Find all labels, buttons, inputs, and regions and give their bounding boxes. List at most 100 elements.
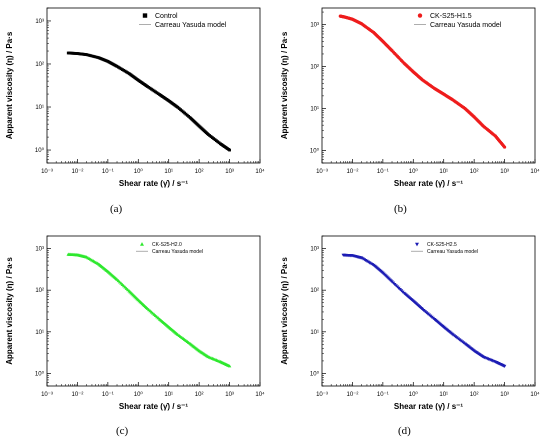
x-tick-label-b-4: 10¹ <box>439 169 448 175</box>
x-tick-label-a-2: 10⁻¹ <box>102 169 114 175</box>
y-tick-label-b-0: 10⁰ <box>310 147 320 154</box>
data-point-d <box>369 262 373 266</box>
panel-label-c: (c) <box>116 425 129 437</box>
x-tick-label-b-3: 10⁰ <box>409 168 419 175</box>
legend-label-d-1: Carreau Yasuda model <box>427 249 478 255</box>
series-c-0 <box>66 252 232 368</box>
x-tick-label-c-5: 10² <box>195 392 204 398</box>
x-tick-label-c-6: 10³ <box>225 392 234 398</box>
legend-label-c-0: CK-S25-H2.0 <box>152 242 182 248</box>
x-tick-label-a-3: 10⁰ <box>134 168 144 175</box>
chart-a-svg: 10⁻³ 10⁻² 10⁻¹ 10⁰ 10¹ 10² 10³ 10⁴ 10⁰ 10¹ 10² 10³ S… <box>5 7 265 188</box>
y-tick-label-a-1: 10¹ <box>35 105 44 111</box>
y-tick-label-a-2: 10² <box>35 62 44 68</box>
x-tick-label-a-0: 10⁻³ <box>41 169 53 175</box>
x-tick-label-c-4: 10¹ <box>164 392 173 398</box>
y-tick-label-d-3: 10³ <box>310 247 319 253</box>
x-axis-label-b: Shear rate (γ̇) / s⁻¹ <box>394 179 463 188</box>
x-tick-label-d-6: 10³ <box>500 392 509 398</box>
chart-panel-b: 10⁻³ 10⁻² 10⁻¹ 10⁰ 10¹ 10² 10³ 10⁴ 10⁰ 10¹ 10² 10³ S… <box>275 0 550 200</box>
y-axis-label-c: Apparent viscosity (η) / Pa·s <box>5 257 14 365</box>
y-tick-label-d-0: 10⁰ <box>310 370 320 377</box>
x-tick-label-c-3: 10⁰ <box>134 391 144 398</box>
y-axis-label-b: Apparent viscosity (η) / Pa·s <box>280 31 289 139</box>
data-point-d <box>367 261 372 265</box>
panel-label-b: (b) <box>394 203 407 215</box>
plot-frame-c <box>46 235 261 387</box>
x-tick-label-d-0: 10⁻³ <box>316 392 328 398</box>
y-tick-label-c-2: 10² <box>35 288 44 294</box>
data-point-a <box>228 148 231 152</box>
legend-label-c-1: Carreau Yasuda model <box>152 249 203 255</box>
x-tick-label-a-6: 10³ <box>225 169 234 175</box>
data-point-b <box>502 145 507 149</box>
x-tick-label-d-1: 10⁻² <box>347 392 359 398</box>
data-point-d <box>365 259 369 263</box>
x-tick-label-a-5: 10² <box>195 169 204 175</box>
chart-c-svg: 10⁻³ 10⁻² 10⁻¹ 10⁰ 10¹ 10² 10³ 10⁴ 10⁰ 10¹ 10² 10³ S… <box>5 235 265 411</box>
chart-panel-a: 10⁻³ 10⁻² 10⁻¹ 10⁰ 10¹ 10² 10³ 10⁴ 10⁰ 10¹ 10² 10³ S… <box>0 0 275 200</box>
x-tick-label-d-7: 10⁴ <box>530 391 540 398</box>
y-tick-label-b-3: 10³ <box>310 23 319 29</box>
data-point-d <box>366 260 371 264</box>
series-b-0 <box>338 14 507 149</box>
legend-label-a-1: Carreau Yasuda model <box>155 22 227 29</box>
panel-label-a: (a) <box>110 203 123 215</box>
legend-label-d-0: CK-S25-H2.5 <box>427 242 457 248</box>
chart-b-svg: 10⁻³ 10⁻² 10⁻¹ 10⁰ 10¹ 10² 10³ 10⁴ 10⁰ 10¹ 10² 10³ S… <box>280 7 540 188</box>
legend-label-b-0: CK-S25-H1.5 <box>430 13 472 20</box>
series-a-0 <box>66 51 231 152</box>
chart-d-svg: 10⁻³ 10⁻² 10⁻¹ 10⁰ 10¹ 10² 10³ 10⁴ 10⁰ 10¹ 10² 10³ S… <box>280 235 540 411</box>
y-axis-label-d: Apparent viscosity (η) / Pa·s <box>280 257 289 365</box>
x-tick-label-d-5: 10² <box>470 392 479 398</box>
data-point-d <box>363 258 368 263</box>
y-axis-label-a: Apparent viscosity (η) / Pa·s <box>5 31 14 139</box>
series-d-0 <box>341 253 507 369</box>
panel-label-d: (d) <box>398 425 411 437</box>
data-point-d <box>502 364 507 369</box>
x-tick-label-a-7: 10⁴ <box>255 168 265 175</box>
x-tick-label-b-0: 10⁻³ <box>316 169 328 175</box>
y-tick-label-b-1: 10¹ <box>310 106 319 112</box>
chart-panel-d: 10⁻³ 10⁻² 10⁻¹ 10⁰ 10¹ 10² 10³ 10⁴ 10⁰ 10¹ 10² 10³ S… <box>275 227 550 420</box>
x-tick-label-d-4: 10¹ <box>439 392 448 398</box>
data-point-d <box>359 256 364 260</box>
y-tick-label-a-3: 10³ <box>35 19 44 25</box>
x-tick-label-b-1: 10⁻² <box>347 169 359 175</box>
y-tick-label-d-1: 10¹ <box>310 330 319 336</box>
x-tick-label-b-5: 10² <box>470 169 479 175</box>
x-axis-label-d: Shear rate (γ̇) / s⁻¹ <box>394 402 463 411</box>
x-axis-label-c: Shear rate (γ̇) / s⁻¹ <box>119 402 188 411</box>
legend-marker-c <box>140 242 144 246</box>
legend-marker-b <box>417 13 423 18</box>
y-tick-label-c-3: 10³ <box>35 247 44 253</box>
plot-frame-d <box>321 235 536 387</box>
data-point-d <box>361 257 365 261</box>
chart-panel-c: 10⁻³ 10⁻² 10⁻¹ 10⁰ 10¹ 10² 10³ 10⁴ 10⁰ 10¹ 10² 10³ S… <box>0 227 275 420</box>
x-tick-label-b-7: 10⁴ <box>530 168 540 175</box>
y-tick-label-b-2: 10² <box>310 65 319 71</box>
data-point-d <box>370 263 375 267</box>
legend-label-b-1: Carreau Yasuda model <box>430 22 502 29</box>
data-point-d <box>362 258 367 262</box>
x-tick-label-b-6: 10³ <box>500 169 509 175</box>
x-tick-label-c-0: 10⁻³ <box>41 392 53 398</box>
x-tick-label-b-2: 10⁻¹ <box>377 169 389 175</box>
x-tick-label-c-7: 10⁴ <box>255 391 265 398</box>
y-tick-label-a-0: 10⁰ <box>35 147 45 154</box>
x-tick-label-c-2: 10⁻¹ <box>102 392 114 398</box>
x-tick-label-c-1: 10⁻² <box>72 392 84 398</box>
x-axis-label-a: Shear rate (γ̇) / s⁻¹ <box>119 179 188 188</box>
x-tick-label-a-4: 10¹ <box>164 169 173 175</box>
plot-frame-b <box>321 7 536 164</box>
legend-label-a-0: Control <box>155 13 178 20</box>
plot-frame-a <box>46 7 261 164</box>
x-tick-label-d-2: 10⁻¹ <box>377 392 389 398</box>
legend-marker-a <box>142 13 148 18</box>
y-tick-label-d-2: 10² <box>310 288 319 294</box>
legend-marker-d <box>415 242 419 247</box>
data-point-c <box>227 364 232 368</box>
x-tick-label-a-1: 10⁻² <box>72 169 84 175</box>
y-tick-label-c-1: 10¹ <box>35 330 44 336</box>
y-tick-label-c-0: 10⁰ <box>35 370 45 377</box>
